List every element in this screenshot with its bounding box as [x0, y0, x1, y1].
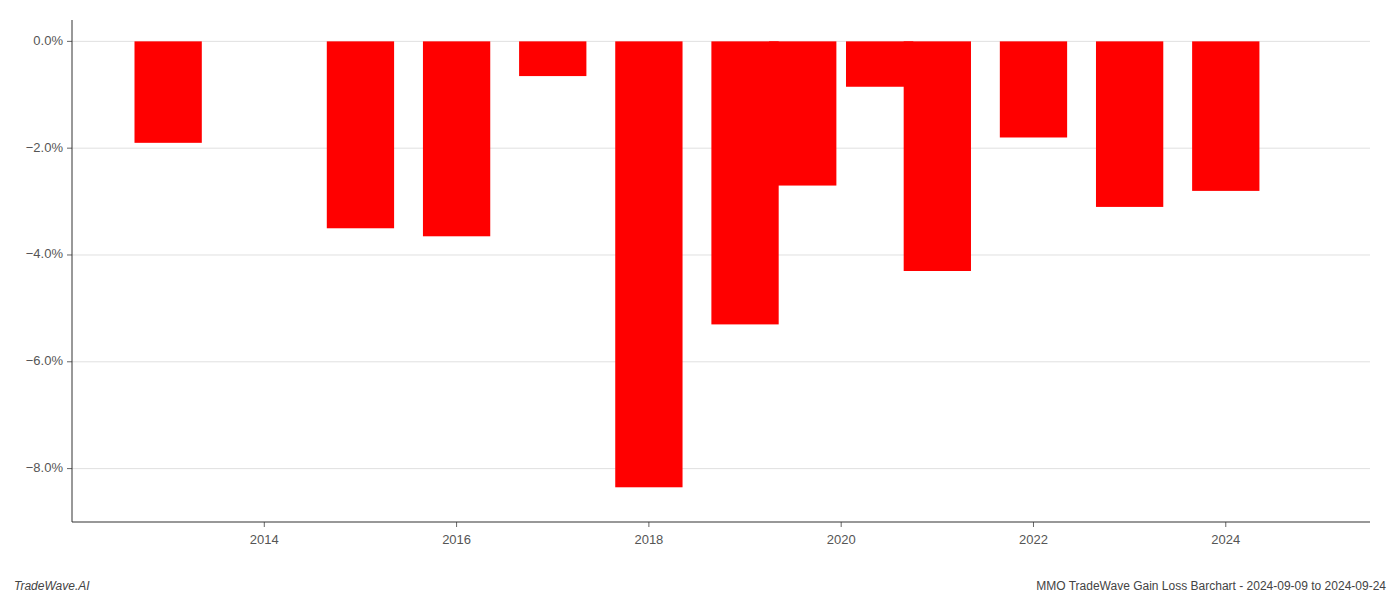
x-tick-label: 2018	[634, 532, 663, 547]
y-axis-line	[72, 20, 73, 522]
x-tick-label: 2024	[1211, 532, 1240, 547]
bar	[327, 41, 394, 228]
axes: 0.0% −2.0% −4.0% −6.0% −8.0% 2014 2016 2018 2020…	[26, 20, 1370, 547]
bars	[134, 41, 1259, 487]
bar	[846, 41, 913, 86]
bar	[423, 41, 490, 236]
grid-line	[72, 468, 1370, 469]
footer-left: TradeWave.AI	[14, 579, 90, 593]
bar	[1096, 41, 1163, 207]
y-tick-label: −4.0%	[26, 246, 64, 261]
y-tick	[67, 148, 72, 149]
x-tick-label: 2016	[442, 532, 471, 547]
background	[0, 0, 1400, 600]
x-tick	[1225, 522, 1226, 527]
y-tick	[67, 361, 72, 362]
footer-right: MMO TradeWave Gain Loss Barchart - 2024-…	[1036, 579, 1386, 593]
x-tick	[264, 522, 265, 527]
x-tick-label: 2014	[250, 532, 279, 547]
x-axis-line	[72, 521, 1370, 522]
y-tick	[67, 254, 72, 255]
x-tick-label: 2020	[827, 532, 856, 547]
y-tick-label: −2.0%	[26, 140, 64, 155]
y-tick	[67, 468, 72, 469]
bar	[134, 41, 201, 142]
bar	[1000, 41, 1067, 137]
bar	[519, 41, 586, 76]
x-tick	[1033, 522, 1034, 527]
y-tick-label: −8.0%	[26, 460, 64, 475]
bar	[711, 41, 778, 324]
x-tick-label: 2022	[1019, 532, 1048, 547]
chart: 0.0% −2.0% −4.0% −6.0% −8.0% 2014 2016 2018 2020…	[0, 0, 1400, 600]
y-tick-label: 0.0%	[33, 33, 63, 48]
y-tick-label: −6.0%	[26, 353, 64, 368]
x-tick	[648, 522, 649, 527]
grid-line	[72, 361, 1370, 362]
bar	[769, 41, 836, 185]
bar	[1192, 41, 1259, 191]
x-tick	[841, 522, 842, 527]
bar	[904, 41, 971, 271]
grid	[72, 41, 1370, 468]
x-tick	[456, 522, 457, 527]
bar	[615, 41, 682, 487]
y-tick	[67, 41, 72, 42]
